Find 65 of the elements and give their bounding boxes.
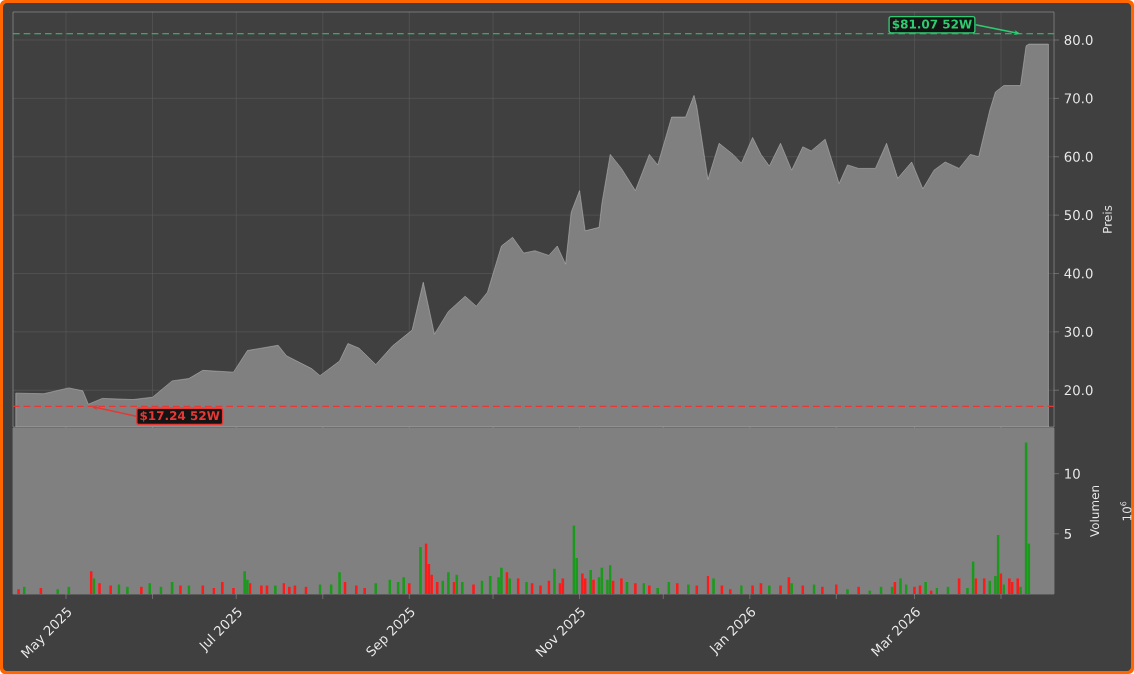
bar (687, 584, 690, 594)
annotation: $17.24 52W (140, 410, 220, 422)
bar (232, 587, 235, 594)
bar (648, 585, 651, 594)
y-axis-title: Preis (1102, 205, 1112, 233)
y-tick-label: 70.0 (1064, 93, 1093, 104)
bar (488, 575, 492, 594)
y-tick-label: 20.0 (1064, 385, 1093, 396)
bar (589, 569, 593, 594)
y-tick-label: 40.0 (1064, 268, 1093, 279)
bar (620, 578, 623, 594)
y-tick-label: 5 (1064, 528, 1072, 539)
bar (712, 578, 715, 594)
bar (821, 586, 824, 594)
bar (508, 578, 512, 594)
bar (179, 585, 182, 594)
bar (500, 567, 503, 594)
y-tick-label: 50.0 (1064, 210, 1093, 221)
bar (363, 587, 366, 594)
bar (221, 581, 224, 594)
bar (539, 585, 542, 594)
bar (17, 589, 20, 594)
y-axis-title: Volumen (1089, 485, 1100, 538)
bar (581, 573, 584, 594)
bar (634, 583, 637, 594)
bar (201, 585, 205, 594)
bar (472, 584, 475, 594)
annotation: $81.07 52W (892, 19, 972, 31)
bar (728, 589, 732, 594)
bar (109, 585, 112, 594)
bar (126, 586, 129, 594)
bar (695, 585, 699, 594)
bar (924, 581, 927, 594)
bar (553, 568, 556, 594)
y-tick-label: 80.0 (1064, 34, 1093, 46)
y-tick-label: 30.0 (1064, 326, 1093, 337)
bar (260, 585, 263, 594)
bar (857, 586, 860, 594)
bar (675, 583, 679, 594)
bar (846, 589, 849, 594)
bar (790, 583, 793, 594)
y-tick-label: 10 (1065, 468, 1080, 479)
bar (338, 572, 341, 594)
bar (1019, 586, 1022, 594)
bar (354, 585, 358, 594)
bar (899, 578, 902, 594)
text: 10$^{6}$ (1120, 501, 1132, 521)
bar (982, 578, 986, 594)
bar (779, 585, 782, 594)
bar (402, 577, 406, 594)
bar (274, 585, 277, 594)
bar (140, 586, 143, 594)
bar (461, 581, 464, 594)
bar (592, 579, 595, 594)
bar (98, 583, 101, 594)
y-tick-label: 60.0 (1064, 151, 1093, 162)
bar (1016, 578, 1020, 594)
bar (243, 571, 246, 594)
bar (751, 585, 754, 594)
bar (656, 587, 660, 594)
bar (913, 586, 916, 594)
bar (419, 547, 422, 594)
bar (525, 581, 528, 594)
bar (148, 583, 152, 594)
bar (288, 586, 291, 594)
